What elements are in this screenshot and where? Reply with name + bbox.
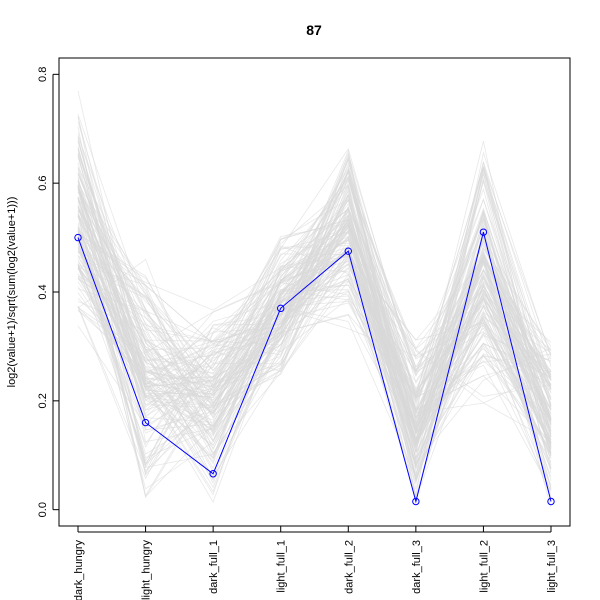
highlight-point (209, 470, 217, 478)
background-series-line (77, 166, 552, 419)
background-series-line (77, 162, 552, 443)
background-series-line (77, 207, 552, 455)
highlight-point (277, 304, 285, 313)
background-series-line (77, 145, 552, 431)
background-series-line (77, 181, 552, 490)
background-series-line (77, 223, 552, 460)
background-series-line (77, 224, 552, 488)
highlight-point (412, 497, 420, 506)
axes: 0.0 0.2 0.4 0.6 0.8 dark_hungry light_hungry da… (37, 67, 558, 600)
background-series-line (77, 185, 552, 445)
x-tick-label: dark_full_2 (343, 540, 355, 594)
highlight-series-line (77, 231, 552, 504)
highlight-point (344, 247, 352, 255)
highlight-point (74, 233, 82, 242)
x-tick-label: dark_full_1 (208, 540, 220, 594)
background-series-line (77, 166, 552, 495)
background-series-line (77, 220, 552, 449)
y-axis-label: log2(value+1)/sqrt(sum(log2(value+1))) (6, 197, 18, 388)
background-series-line (77, 188, 552, 435)
background-series-line (77, 264, 552, 412)
background-series-line (77, 217, 552, 489)
background-series-line (77, 116, 552, 443)
chart-title: 87 (306, 22, 322, 38)
background-series-line (77, 157, 552, 497)
highlight-point (547, 497, 555, 506)
background-series-line (77, 136, 552, 453)
background-series-line (77, 138, 552, 449)
background-series-line (77, 191, 552, 460)
background-series-line (77, 152, 552, 420)
background-series-line (77, 154, 552, 463)
y-tick-label: 0.6 (37, 176, 49, 191)
background-series-group (77, 90, 552, 508)
y-tick-label: 0.8 (37, 67, 49, 82)
background-series-line (77, 252, 552, 430)
x-tick-label: light_hungry (141, 540, 153, 600)
background-series-line (77, 171, 552, 470)
highlight-point (479, 228, 488, 236)
x-tick-label: dark_hungry (73, 540, 85, 600)
background-series-line (77, 137, 552, 443)
y-tick-label: 0.4 (37, 284, 49, 299)
background-series-line (77, 188, 552, 477)
y-tick-label: 0.2 (37, 393, 49, 408)
background-series-line (77, 168, 552, 448)
background-series-line (77, 126, 552, 475)
x-tick-label: dark_full_3 (411, 540, 423, 594)
x-tick-label: light_full_3 (546, 540, 558, 593)
background-series-line (77, 213, 552, 456)
background-series-line (77, 260, 552, 463)
background-series-line (77, 220, 552, 460)
highlight-series-group (74, 228, 555, 506)
background-series-line (77, 183, 552, 442)
y-tick-label: 0.0 (37, 502, 49, 517)
background-series-line (77, 172, 552, 454)
plot-frame (58, 57, 571, 527)
highlight-point (141, 418, 150, 427)
background-series-line (77, 141, 552, 465)
background-series-line (77, 181, 552, 462)
x-tick-label: light_full_1 (276, 540, 288, 593)
x-tick-label: light_full_2 (478, 540, 490, 593)
